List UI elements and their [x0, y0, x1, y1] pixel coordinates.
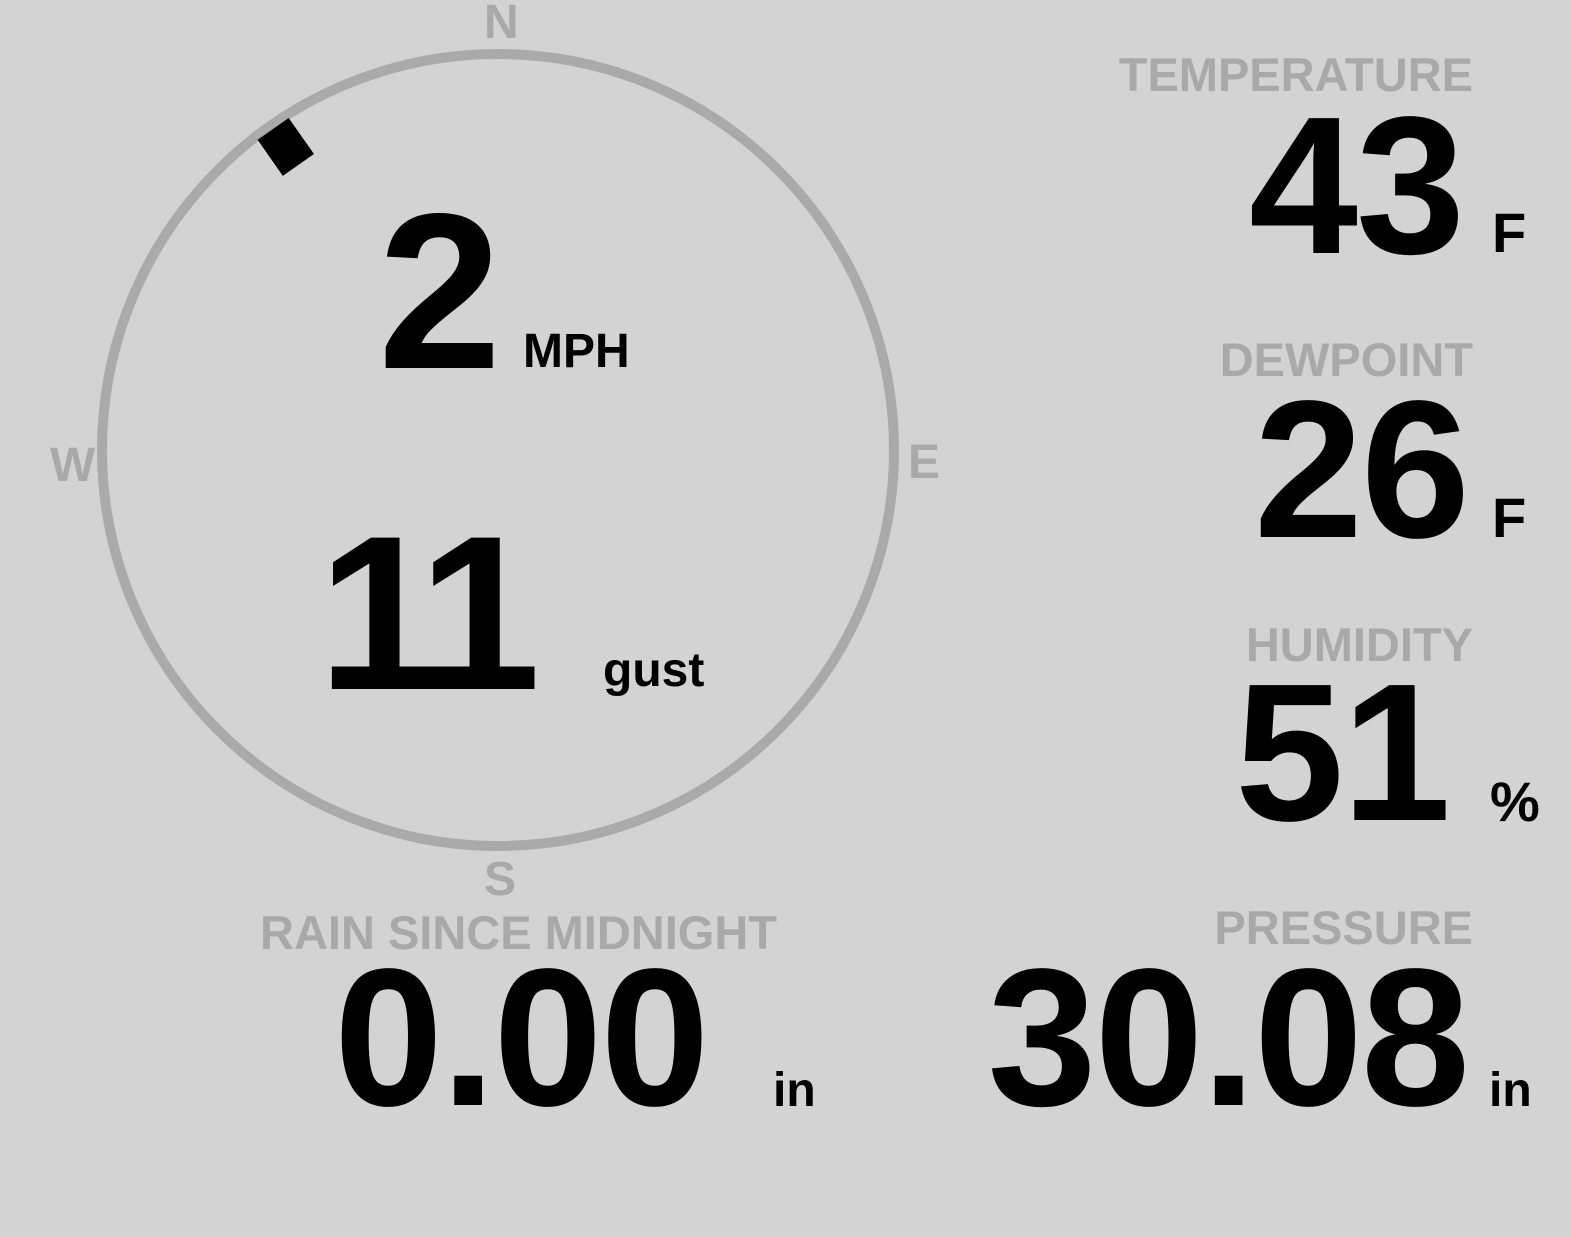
- dewpoint-unit: F: [1492, 486, 1527, 549]
- humidity-unit: %: [1490, 770, 1540, 833]
- temperature-unit: F: [1492, 201, 1527, 264]
- rain-unit: in: [773, 1064, 816, 1117]
- wind-gust-value: 11: [318, 490, 541, 736]
- compass-south-label: S: [484, 853, 517, 906]
- pressure-unit: in: [1489, 1064, 1532, 1117]
- humidity-value: 51: [1234, 643, 1451, 862]
- pressure-label: PRESSURE: [1214, 901, 1473, 954]
- compass-east-label: E: [908, 436, 941, 489]
- pressure-value: 30.08: [987, 928, 1470, 1147]
- dewpoint-value: 26: [1253, 360, 1470, 579]
- humidity-label: HUMIDITY: [1245, 618, 1473, 671]
- compass-ring: [97, 49, 899, 851]
- rain-label: RAIN SINCE MIDNIGHT: [260, 906, 777, 959]
- wind-direction-marker: [257, 117, 314, 176]
- compass-north-label: N: [484, 0, 519, 49]
- temperature-value: 43: [1248, 76, 1465, 295]
- compass-west-label: W: [50, 439, 96, 492]
- dewpoint-label: DEWPOINT: [1219, 333, 1473, 386]
- temperature-label: TEMPERATURE: [1118, 48, 1473, 101]
- wind-speed-unit: MPH: [523, 325, 630, 378]
- rain-value: 0.00: [334, 928, 709, 1147]
- wind-gust-label: gust: [603, 644, 705, 697]
- wind-speed-value: 2: [378, 168, 501, 416]
